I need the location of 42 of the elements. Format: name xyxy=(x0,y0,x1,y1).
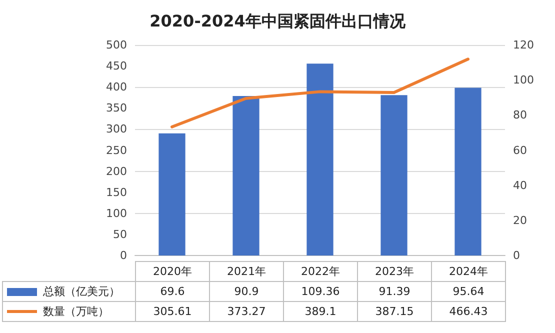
bar xyxy=(454,88,482,256)
y-tick-label: 150 xyxy=(106,186,127,199)
y-tick-label: 350 xyxy=(106,102,127,115)
x-tick-label: 2024年 xyxy=(432,262,506,282)
y2-tick-label: 0 xyxy=(513,249,520,262)
data-label: 69.6 xyxy=(136,282,210,302)
y-tick-label: 400 xyxy=(106,80,127,94)
x-tick-label: 2021年 xyxy=(210,262,284,282)
x-tick-label: 2023年 xyxy=(358,262,432,282)
y2-tick-label: 80 xyxy=(513,108,527,122)
y-tick-label: 100 xyxy=(106,206,127,220)
data-label: 95.64 xyxy=(432,282,506,302)
y-tick-label: 0 xyxy=(120,249,127,262)
data-label: 387.15 xyxy=(358,302,432,322)
y-tick-label: 200 xyxy=(106,164,127,178)
data-label: 466.43 xyxy=(432,302,506,322)
y2-tick-label: 40 xyxy=(513,178,527,192)
y-tick-label: 450 xyxy=(106,60,127,73)
y-tick-label: 300 xyxy=(106,122,127,136)
legend-label: 总额（亿美元） xyxy=(43,285,120,298)
data-label: 389.1 xyxy=(284,302,358,322)
x-tick-label: 2020年 xyxy=(136,262,210,282)
y2-tick-label: 120 xyxy=(513,38,534,52)
data-label: 373.27 xyxy=(210,302,284,322)
chart-title: 2020-2024年中国紧固件出口情况 xyxy=(150,12,406,30)
y2-tick-label: 20 xyxy=(513,214,527,227)
x-tick-label: 2022年 xyxy=(284,262,358,282)
bar xyxy=(158,133,186,256)
bar xyxy=(380,95,408,256)
bar xyxy=(306,64,334,256)
y-tick-label: 500 xyxy=(106,38,127,52)
data-label: 91.39 xyxy=(358,282,432,302)
y-tick-label: 250 xyxy=(106,144,127,157)
data-label: 109.36 xyxy=(284,282,358,302)
y-tick-label: 50 xyxy=(113,228,127,241)
line-series xyxy=(170,58,470,128)
data-label: 90.9 xyxy=(210,282,284,302)
legend-label: 数量（万吨） xyxy=(43,305,109,318)
y2-tick-label: 100 xyxy=(513,74,534,87)
y2-tick-label: 60 xyxy=(513,144,527,157)
bar xyxy=(232,96,260,256)
data-label: 305.61 xyxy=(136,302,210,322)
